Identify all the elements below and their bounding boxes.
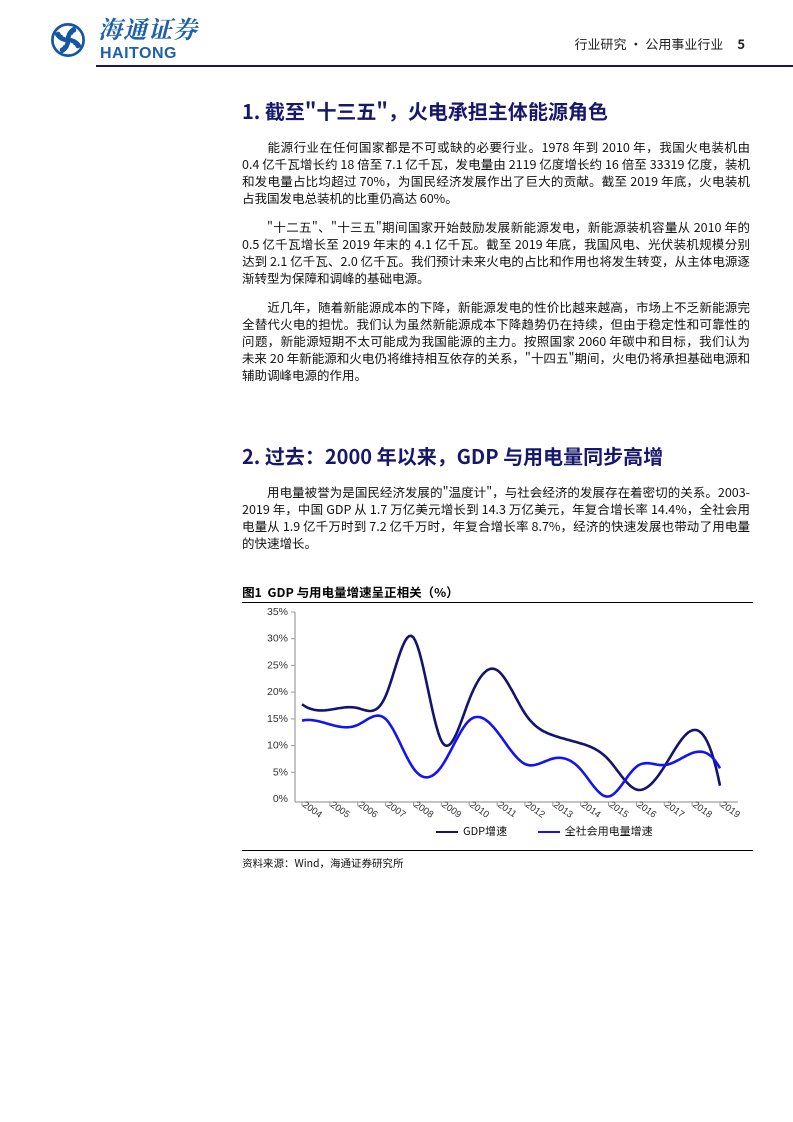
- svg-text:0%: 0%: [273, 793, 288, 805]
- svg-text:2012: 2012: [523, 799, 547, 820]
- svg-text:2019: 2019: [718, 799, 742, 820]
- svg-text:35%: 35%: [267, 606, 288, 618]
- svg-text:2016: 2016: [635, 799, 659, 820]
- svg-text:20%: 20%: [267, 686, 288, 698]
- svg-text:2011: 2011: [495, 799, 518, 820]
- svg-text:2010: 2010: [467, 799, 491, 820]
- svg-text:2013: 2013: [551, 799, 575, 820]
- svg-text:2005: 2005: [328, 799, 352, 820]
- svg-text:2015: 2015: [607, 799, 631, 820]
- svg-text:2014: 2014: [579, 799, 603, 820]
- svg-text:2007: 2007: [384, 799, 408, 820]
- svg-text:25%: 25%: [267, 659, 288, 671]
- svg-text:2017: 2017: [663, 799, 687, 820]
- svg-text:2018: 2018: [690, 799, 714, 820]
- svg-text:30%: 30%: [267, 633, 288, 645]
- svg-text:5%: 5%: [273, 766, 288, 778]
- svg-text:2004: 2004: [300, 799, 324, 820]
- svg-text:2006: 2006: [356, 799, 380, 820]
- svg-text:2008: 2008: [412, 799, 436, 820]
- svg-text:10%: 10%: [267, 740, 288, 752]
- svg-text:15%: 15%: [267, 713, 288, 725]
- svg-text:2009: 2009: [440, 799, 464, 820]
